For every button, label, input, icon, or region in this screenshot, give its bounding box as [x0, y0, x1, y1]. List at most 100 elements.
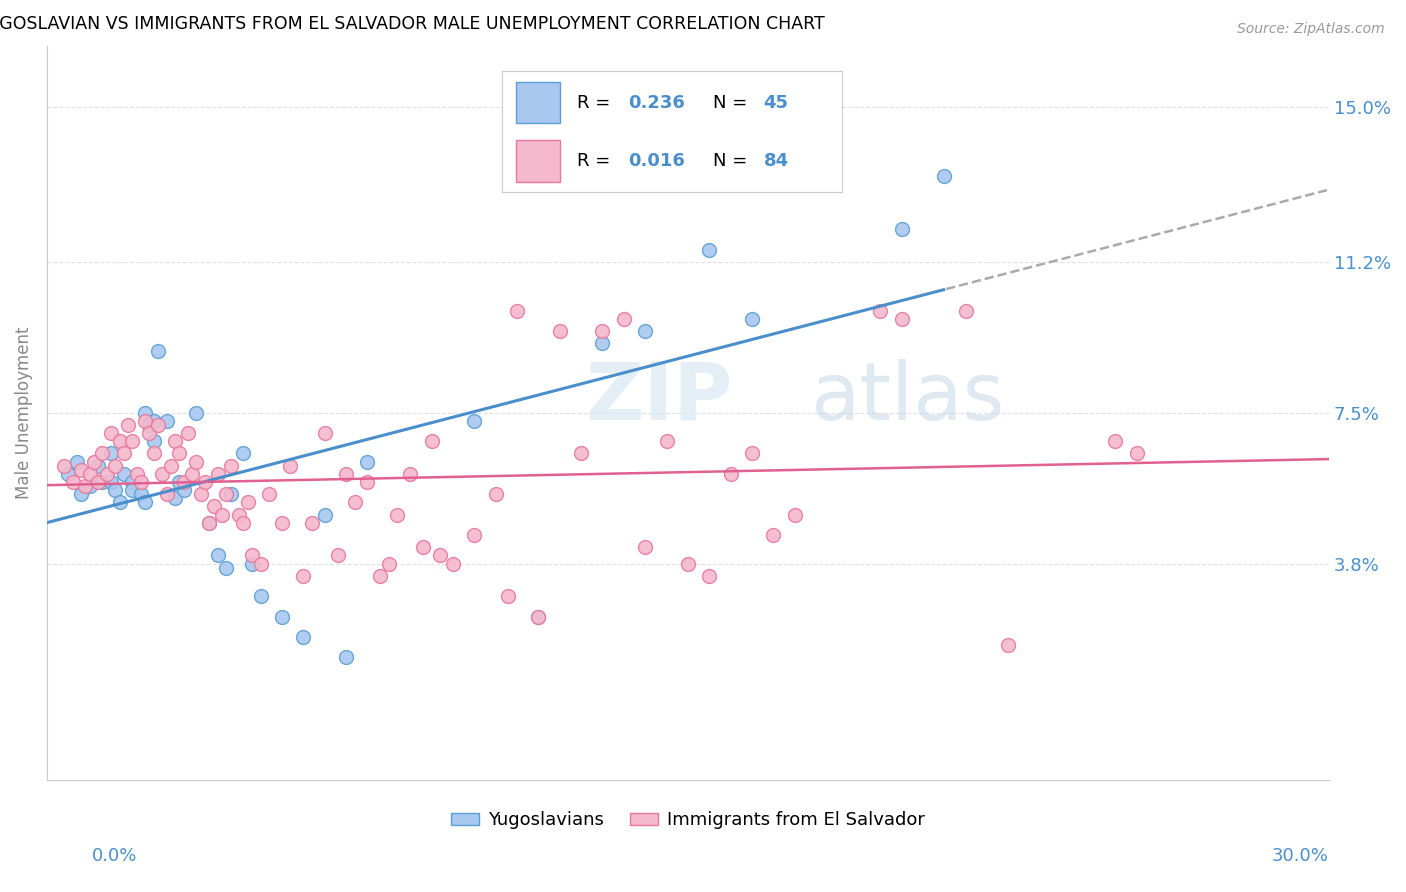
Point: [356, 475, 378, 489]
Point: [87, 475, 110, 489]
Point: [186, 454, 208, 468]
Text: YUGOSLAVIAN VS IMMIGRANTS FROM EL SALVADOR MALE UNEMPLOYMENT CORRELATION CHART: YUGOSLAVIAN VS IMMIGRANTS FROM EL SALVAD…: [0, 15, 825, 33]
Point: [869, 303, 891, 318]
Point: [240, 549, 263, 563]
Point: [613, 311, 636, 326]
Text: 30.0%: 30.0%: [1272, 847, 1329, 865]
Point: [292, 630, 315, 644]
Point: [314, 508, 336, 522]
Point: [198, 516, 221, 530]
Point: [485, 487, 508, 501]
Point: [412, 540, 434, 554]
Point: [527, 609, 550, 624]
Point: [159, 458, 181, 473]
Point: [378, 557, 401, 571]
Point: [173, 475, 195, 489]
Point: [280, 458, 302, 473]
Point: [420, 434, 443, 449]
Point: [463, 414, 485, 428]
Point: [463, 528, 485, 542]
Point: [155, 487, 177, 501]
Point: [387, 508, 409, 522]
Point: [211, 508, 233, 522]
Point: [83, 454, 105, 468]
Point: [138, 417, 160, 432]
Point: [146, 344, 169, 359]
Point: [181, 467, 204, 481]
Point: [569, 446, 592, 460]
Point: [53, 458, 76, 473]
Point: [198, 516, 221, 530]
Point: [655, 434, 678, 449]
Point: [592, 324, 614, 338]
Point: [429, 549, 451, 563]
Point: [194, 475, 217, 489]
Point: [165, 491, 187, 506]
Point: [741, 311, 763, 326]
Text: Source: ZipAtlas.com: Source: ZipAtlas.com: [1237, 22, 1385, 37]
Point: [177, 425, 200, 440]
Point: [232, 446, 254, 460]
Point: [100, 475, 122, 489]
Point: [997, 638, 1019, 652]
Point: [592, 336, 614, 351]
Point: [134, 406, 156, 420]
Point: [169, 475, 191, 489]
Point: [228, 508, 250, 522]
Point: [676, 557, 699, 571]
Point: [548, 324, 571, 338]
Point: [62, 475, 84, 489]
Point: [232, 516, 254, 530]
Point: [146, 417, 169, 432]
Point: [186, 406, 208, 420]
Point: [890, 222, 912, 236]
Point: [79, 479, 101, 493]
Point: [215, 560, 238, 574]
Point: [173, 483, 195, 497]
Point: [762, 528, 785, 542]
Point: [66, 454, 89, 468]
Point: [129, 475, 152, 489]
Point: [219, 487, 242, 501]
Point: [1104, 434, 1126, 449]
Text: atlas: atlas: [810, 359, 1004, 437]
Point: [249, 589, 271, 603]
Point: [58, 467, 80, 481]
Point: [240, 557, 263, 571]
Point: [104, 483, 127, 497]
Point: [498, 589, 520, 603]
Point: [121, 475, 143, 489]
Point: [301, 516, 323, 530]
Point: [356, 454, 378, 468]
Point: [783, 508, 806, 522]
Point: [1125, 446, 1147, 460]
Point: [257, 487, 280, 501]
Point: [100, 425, 122, 440]
Point: [271, 609, 294, 624]
Point: [100, 446, 122, 460]
Point: [634, 324, 657, 338]
Point: [142, 434, 165, 449]
Point: [125, 467, 148, 481]
Point: [441, 557, 464, 571]
Point: [108, 434, 131, 449]
Point: [368, 568, 391, 582]
Point: [91, 446, 114, 460]
Point: [108, 495, 131, 509]
Point: [142, 414, 165, 428]
Point: [87, 458, 110, 473]
Point: [104, 458, 127, 473]
Point: [79, 467, 101, 481]
Point: [150, 467, 173, 481]
Point: [249, 557, 271, 571]
Point: [697, 243, 720, 257]
Point: [326, 549, 349, 563]
Point: [96, 467, 118, 481]
Point: [134, 414, 156, 428]
Point: [134, 495, 156, 509]
Point: [70, 487, 93, 501]
Point: [207, 467, 229, 481]
Point: [236, 495, 259, 509]
Point: [91, 475, 114, 489]
Point: [121, 483, 143, 497]
